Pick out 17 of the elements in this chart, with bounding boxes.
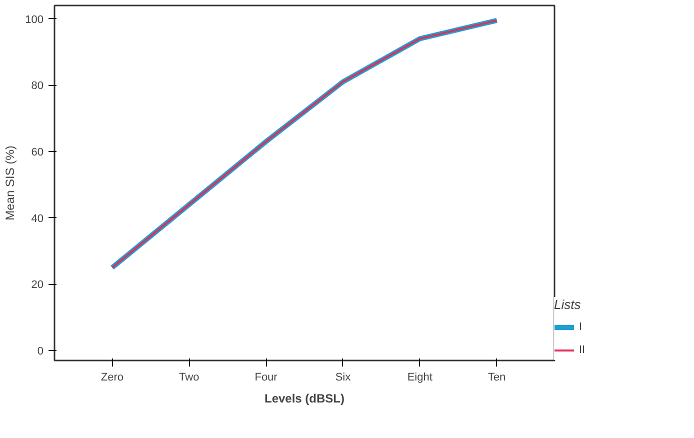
x-tick-label: Eight	[407, 372, 432, 384]
y-axis-title: Mean SIS (%)	[3, 146, 18, 220]
x-axis-title: Levels (dBSL)	[264, 392, 345, 406]
y-tick-label: 20	[31, 279, 44, 292]
legend-label: I	[579, 321, 584, 333]
y-tick-label: 60	[31, 146, 44, 158]
x-tick-label: Two	[179, 372, 200, 384]
x-tick-label: Four	[254, 372, 278, 384]
legend-title: Lists	[554, 297, 582, 312]
x-tick-label: Six	[335, 372, 352, 384]
y-tick-label: 0	[37, 346, 44, 358]
y-tick-label: 100	[25, 14, 44, 26]
y-tick-label: 80	[31, 80, 44, 92]
legend-label: II	[579, 344, 586, 356]
x-tick-label: Zero	[100, 372, 124, 384]
x-tick-label: Ten	[488, 372, 506, 384]
y-tick-label: 40	[31, 212, 44, 225]
